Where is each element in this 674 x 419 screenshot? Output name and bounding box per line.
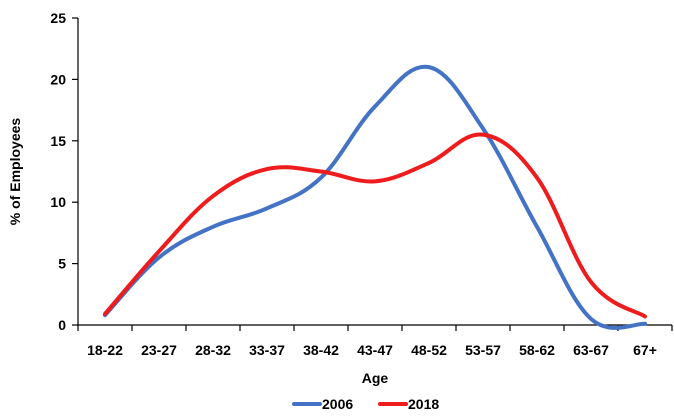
x-tick-label: 18-22: [87, 342, 123, 358]
y-tick-label: 15: [50, 133, 66, 149]
legend-label: 2006: [322, 396, 353, 412]
y-axis: 0 5 10 15 20 25: [50, 10, 79, 333]
y-tick-label: 20: [50, 71, 66, 87]
x-tick-label: 63-67: [573, 342, 609, 358]
x-axis: 18-22 23-27 28-32 33-37 38-42 43-47 48-52 53-57…: [77, 324, 673, 358]
y-tick-label: 0: [58, 317, 66, 333]
series-lines: [103, 64, 647, 330]
legend: 2006 2018: [292, 396, 439, 412]
y-axis-title: % of Employees: [7, 118, 23, 226]
y-tick-label: 25: [50, 10, 66, 26]
legend-label: 2018: [408, 396, 439, 412]
x-tick-label: 23-27: [141, 342, 177, 358]
x-tick-label: 58-62: [519, 342, 555, 358]
series-line-2006: [103, 64, 647, 330]
x-tick-label: 48-52: [411, 342, 447, 358]
x-tick-label: 28-32: [195, 342, 231, 358]
x-axis-title: Age: [362, 370, 389, 386]
x-tick-label: 53-57: [465, 342, 501, 358]
series-line-2018: [103, 132, 647, 319]
x-tick-label: 43-47: [357, 342, 393, 358]
x-tick-label: 67+: [633, 342, 657, 358]
y-tick-label: 5: [58, 256, 66, 272]
y-tick-label: 10: [50, 194, 66, 210]
x-tick-label: 33-37: [249, 342, 285, 358]
x-tick-label: 38-42: [303, 342, 339, 358]
